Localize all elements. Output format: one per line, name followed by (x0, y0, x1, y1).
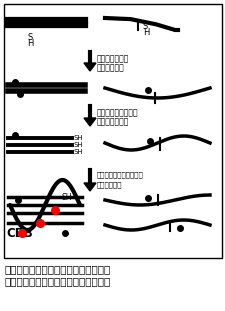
Text: ジスルフィド結合の: ジスルフィド結合の (97, 108, 138, 117)
Bar (4, 4, 221, 258)
Text: 蛍光標識するためのスキーム概略図。: 蛍光標識するためのスキーム概略図。 (5, 276, 111, 286)
Text: 遊離のＳＨ基を: 遊離のＳＨ基を (97, 54, 129, 63)
Polygon shape (84, 118, 96, 126)
Text: 化学的な切断: 化学的な切断 (97, 117, 129, 126)
Text: SH: SH (74, 149, 83, 155)
Polygon shape (84, 183, 96, 191)
Text: SH: SH (62, 193, 72, 202)
Text: CBB: CBB (6, 227, 33, 240)
Text: S: S (27, 33, 32, 42)
Text: 図２．ジスルフィド蛋白質を特異的に: 図２．ジスルフィド蛋白質を特異的に (5, 264, 111, 274)
Text: H: H (142, 28, 149, 37)
Text: S: S (142, 22, 148, 31)
Text: SH: SH (74, 135, 83, 141)
Text: SH: SH (74, 142, 83, 148)
Text: H: H (27, 39, 33, 48)
Text: 蛍光ラベル: 蛍光ラベル (97, 181, 122, 188)
Text: 蛍光ラベル: 蛍光ラベル (97, 63, 124, 72)
Polygon shape (84, 63, 96, 71)
Text: 新たに露出したＳＨ基の: 新たに露出したＳＨ基の (97, 171, 143, 178)
